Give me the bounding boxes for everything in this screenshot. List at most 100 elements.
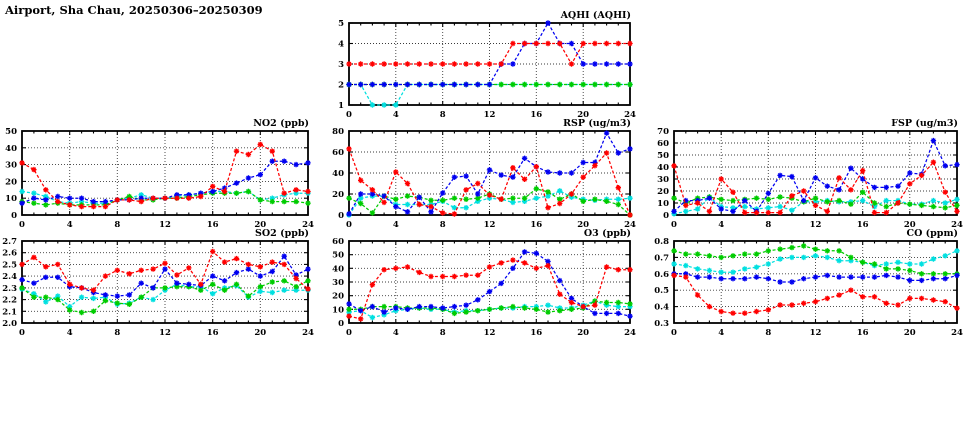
svg-text:50: 50 xyxy=(332,251,344,261)
svg-text:2.3: 2.3 xyxy=(2,284,17,294)
svg-text:2.4: 2.4 xyxy=(2,272,17,282)
no2-plot-canvas: 0 10 20 30 40 50 0 4 8 12 16 20 24 xyxy=(5,127,314,230)
svg-text:10: 10 xyxy=(5,194,17,204)
svg-text:50: 50 xyxy=(5,127,17,137)
svg-text:16: 16 xyxy=(207,328,219,338)
svg-text:0.7: 0.7 xyxy=(654,253,669,263)
svg-text:0: 0 xyxy=(11,211,17,221)
svg-text:20: 20 xyxy=(904,328,916,338)
svg-text:4: 4 xyxy=(393,328,399,338)
svg-text:0.6: 0.6 xyxy=(654,270,669,280)
svg-text:12: 12 xyxy=(484,220,496,230)
chart-aqhi: AQHI (AQHI) 1 2 3 4 5 0 4 8 12 16 20 24 xyxy=(338,10,636,120)
svg-text:12: 12 xyxy=(159,220,171,230)
svg-text:4: 4 xyxy=(718,220,724,230)
svg-text:24: 24 xyxy=(624,110,636,120)
svg-text:4: 4 xyxy=(393,220,399,230)
svg-text:0: 0 xyxy=(19,328,25,338)
svg-text:12: 12 xyxy=(159,328,171,338)
rsp-plot-canvas: 0 20 40 60 80 0 4 8 12 16 20 24 xyxy=(332,127,636,230)
chart-rsp: RSP (ug/m3) 0 20 40 60 80 0 4 8 12 16 20 24 xyxy=(332,118,636,230)
chart-title-no2: NO2 (ppb) xyxy=(253,118,309,129)
svg-text:2: 2 xyxy=(338,81,344,91)
svg-text:30: 30 xyxy=(332,278,344,288)
svg-text:0.3: 0.3 xyxy=(654,319,669,329)
svg-text:12: 12 xyxy=(484,110,496,120)
svg-text:40: 40 xyxy=(5,144,17,154)
chart-title-rsp: RSP (ug/m3) xyxy=(563,118,631,129)
svg-text:24: 24 xyxy=(951,328,963,338)
svg-text:10: 10 xyxy=(332,305,344,315)
svg-text:0: 0 xyxy=(346,328,352,338)
svg-text:80: 80 xyxy=(332,127,344,137)
so2-plot-canvas: 2.0 2.12.2 2.3 2.4 2.52.6 2.7 0 4 8 12 16 20 24 xyxy=(2,237,314,338)
svg-text:16: 16 xyxy=(530,110,542,120)
svg-text:0: 0 xyxy=(338,211,344,221)
svg-text:20: 20 xyxy=(904,220,916,230)
svg-text:16: 16 xyxy=(857,328,869,338)
svg-text:4: 4 xyxy=(338,40,344,50)
svg-text:4: 4 xyxy=(67,220,73,230)
svg-text:12: 12 xyxy=(810,220,822,230)
svg-text:0: 0 xyxy=(671,220,677,230)
svg-text:1: 1 xyxy=(338,101,344,111)
svg-text:0: 0 xyxy=(346,110,352,120)
svg-text:5: 5 xyxy=(338,19,344,29)
chart-fsp: FSP (ug/m3) 0 10 20 30 40 50 60 70 0 4 8 12 16 20 24 xyxy=(657,118,963,230)
svg-text:8: 8 xyxy=(765,328,771,338)
svg-text:30: 30 xyxy=(657,175,669,185)
svg-text:12: 12 xyxy=(810,328,822,338)
svg-text:4: 4 xyxy=(67,328,73,338)
chart-so2: SO2 (ppb) 2.0 2.1 2.2 2.3 2.4 2.5 2.6 2.7 0 4 8 12 1… xyxy=(2,228,314,338)
svg-text:24: 24 xyxy=(951,220,963,230)
svg-text:0.4: 0.4 xyxy=(654,303,669,313)
chart-title-aqhi: AQHI (AQHI) xyxy=(560,10,631,21)
svg-text:16: 16 xyxy=(207,220,219,230)
svg-text:2.5: 2.5 xyxy=(2,260,17,270)
svg-text:4: 4 xyxy=(718,328,724,338)
chart-title-o3: O3 (ppb) xyxy=(583,228,631,239)
o3-plot-canvas: 0 10 20 30 40 50 60 0 4 8 12 16 20 24 xyxy=(332,237,636,338)
svg-text:0: 0 xyxy=(346,220,352,230)
chart-title-fsp: FSP (ug/m3) xyxy=(891,118,958,129)
chart-title-so2: SO2 (ppb) xyxy=(255,228,309,239)
svg-text:40: 40 xyxy=(657,163,669,173)
svg-text:3: 3 xyxy=(338,60,344,70)
svg-text:16: 16 xyxy=(530,328,542,338)
svg-text:10: 10 xyxy=(657,199,669,209)
svg-text:20: 20 xyxy=(577,328,589,338)
svg-text:2.0: 2.0 xyxy=(2,319,17,329)
svg-text:60: 60 xyxy=(332,148,344,158)
svg-text:20: 20 xyxy=(5,177,17,187)
svg-text:2.7: 2.7 xyxy=(2,237,17,247)
svg-text:0: 0 xyxy=(671,328,677,338)
svg-text:40: 40 xyxy=(332,264,344,274)
svg-text:20: 20 xyxy=(577,220,589,230)
svg-text:30: 30 xyxy=(5,161,17,171)
svg-text:20: 20 xyxy=(254,328,266,338)
svg-text:2.2: 2.2 xyxy=(2,296,17,306)
chart-co: CO (ppm) 0.3 0.4 0.5 0.6 0.7 0.8 0 4 8 12 16 20 24 xyxy=(654,228,963,338)
svg-text:0.8: 0.8 xyxy=(654,237,669,247)
svg-text:24: 24 xyxy=(302,220,314,230)
svg-text:50: 50 xyxy=(657,151,669,161)
svg-text:60: 60 xyxy=(332,237,344,247)
co-plot-canvas: 0.3 0.4 0.5 0.6 0.7 0.8 0 4 8 12 16 20 24 xyxy=(654,237,963,338)
svg-text:4: 4 xyxy=(393,110,399,120)
svg-text:0: 0 xyxy=(663,211,669,221)
svg-text:2.1: 2.1 xyxy=(2,307,17,317)
svg-text:0: 0 xyxy=(19,220,25,230)
svg-text:8: 8 xyxy=(114,220,120,230)
svg-text:20: 20 xyxy=(332,190,344,200)
svg-text:20: 20 xyxy=(332,292,344,302)
fsp-plot-canvas: 0 10 20 30 40 50 60 70 0 4 8 12 16 20 24 xyxy=(657,127,963,230)
page-title: Airport, Sha Chau, 20250306–20250309 xyxy=(5,3,263,17)
svg-text:24: 24 xyxy=(624,328,636,338)
svg-text:24: 24 xyxy=(302,328,314,338)
svg-text:20: 20 xyxy=(254,220,266,230)
svg-text:0: 0 xyxy=(338,319,344,329)
svg-text:20: 20 xyxy=(577,110,589,120)
svg-text:8: 8 xyxy=(765,220,771,230)
svg-text:8: 8 xyxy=(114,328,120,338)
